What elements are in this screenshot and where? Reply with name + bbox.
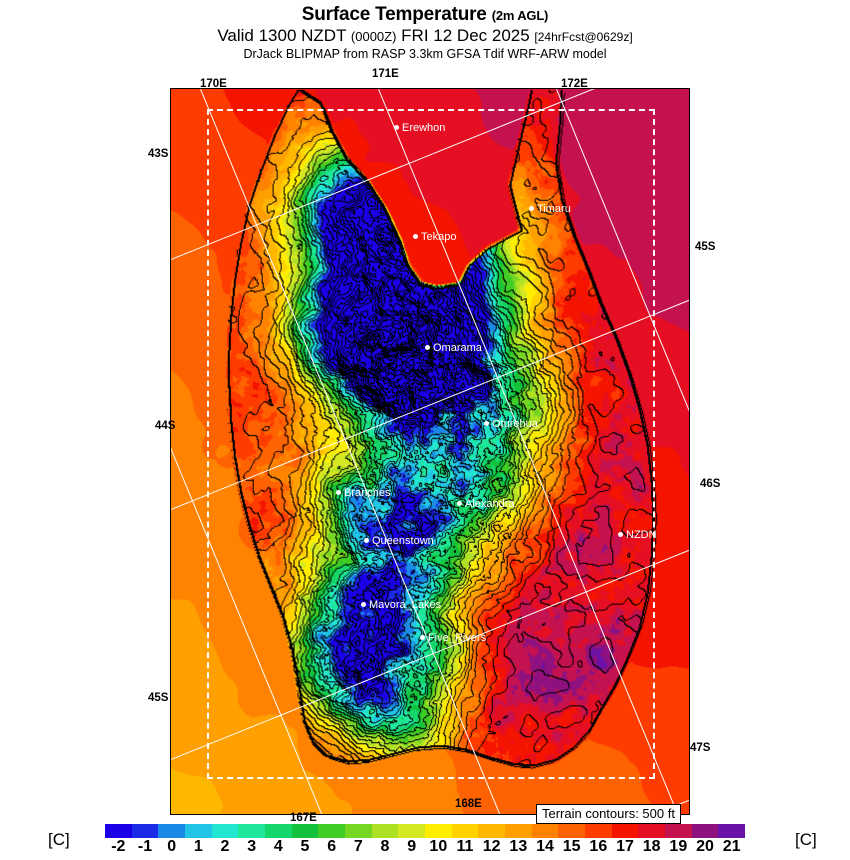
colorbar-swatch	[585, 824, 612, 838]
lat-tick-43s-left: 43S	[148, 148, 169, 160]
colorbar-swatch	[478, 824, 506, 838]
page-title-text: Surface Temperature	[301, 4, 487, 25]
page-title-suffix: (2m AGL)	[491, 8, 549, 23]
colorbar-tick-label: 8	[380, 838, 390, 855]
lat-tick-44s-left: 44S	[155, 420, 176, 432]
colorbar-row: [C] -2 -1 0 1 2 3 4 5 6 7 8 9 10 11 12 13 14 15 16 17 18 19 20…	[0, 822, 850, 860]
lon-tick-168e: 168E	[455, 798, 482, 810]
page-title: Surface Temperature (2m AGL)	[0, 4, 850, 26]
map-frame[interactable]: Erewhon Timaru Tekapo Omarama Oturehua Branch…	[170, 88, 690, 815]
colorbar-tick-label: 21	[722, 838, 741, 855]
colorbar-ticks: -2 -1 0 1 2 3 4 5 6 7 8 9 10 11 12 13 14 15 16 17 18 19 20 21	[105, 838, 745, 860]
colorbar-swatch	[265, 824, 292, 838]
colorbar-swatch	[691, 824, 719, 838]
lon-tick-171e: 171E	[372, 68, 399, 80]
colorbar-tick-label: 0	[167, 838, 177, 855]
terrain-contour-legend-text: Terrain contours: 500 ft	[542, 806, 675, 821]
lon-tick-170e: 170E	[200, 78, 227, 90]
colorbar-swatch	[371, 824, 399, 838]
colorbar-swatch	[531, 824, 559, 838]
colorbar-swatch	[291, 824, 319, 838]
colorbar-swatch	[211, 824, 239, 838]
colorbar-tick-label: 5	[300, 838, 310, 855]
colorbar-tick-label: 2	[220, 838, 230, 855]
colorbar-tick-label: 4	[273, 838, 283, 855]
plot-area: Erewhon Timaru Tekapo Omarama Oturehua Branch…	[0, 68, 850, 824]
header: Surface Temperature (2m AGL) Valid 1300 …	[0, 0, 850, 62]
colorbar-swatch	[185, 824, 212, 838]
colorbar-tick-label: 11	[456, 838, 474, 855]
valid-date: FRI 12 Dec 2025	[401, 26, 530, 45]
lon-tick-167e: 167E	[290, 812, 317, 824]
valid-time-local: Valid 1300 NZDT	[217, 26, 347, 45]
colorbar-swatch	[158, 824, 186, 838]
lat-tick-45s-left: 45S	[148, 692, 169, 704]
forecast-tag: [24hrFcst@0629z]	[534, 30, 633, 44]
valid-time-line: Valid 1300 NZDT (0000Z) FRI 12 Dec 2025 …	[0, 26, 850, 47]
colorbar-tick-label: 20	[696, 838, 714, 855]
colorbar-tick-label: 10	[429, 838, 448, 855]
colorbar-tick-label: 12	[482, 838, 501, 855]
colorbar-unit-left: [C]	[48, 830, 70, 849]
lat-tick-45s-right: 45S	[695, 241, 716, 253]
colorbar-tick-label: 1	[193, 838, 203, 855]
temperature-heatmap[interactable]	[171, 89, 689, 814]
colorbar-tick-label: 19	[669, 838, 688, 855]
lat-tick-46s-right: 46S	[700, 478, 721, 490]
colorbar-swatch	[238, 824, 266, 838]
colorbar-swatch	[398, 824, 426, 838]
colorbar-tick-label: 13	[509, 838, 528, 855]
lon-tick-172e: 172E	[561, 78, 588, 90]
colorbar-swatch	[318, 824, 346, 838]
colorbar-tick-label: 15	[562, 838, 581, 855]
colorbar-tick-label: 17	[616, 838, 634, 855]
colorbar-tick-label: 9	[407, 838, 417, 855]
colorbar[interactable]	[105, 824, 746, 838]
colorbar-swatch	[345, 824, 372, 838]
colorbar-tick-label: -2	[111, 838, 126, 855]
colorbar-tick-label: 3	[247, 838, 257, 855]
model-line: DrJack BLIPMAP from RASP 3.3km GFSA Tdif…	[243, 47, 607, 61]
colorbar-tick-label: -1	[137, 838, 153, 855]
colorbar-swatch	[131, 824, 159, 838]
colorbar-swatch	[505, 824, 532, 838]
colorbar-tick-label: 14	[536, 838, 554, 855]
colorbar-tick-label: 16	[589, 838, 608, 855]
colorbar-swatch	[105, 824, 132, 838]
colorbar-swatch	[665, 824, 692, 838]
colorbar-swatch	[611, 824, 639, 838]
terrain-contour-legend: Terrain contours: 500 ft	[536, 804, 681, 824]
colorbar-swatch	[451, 824, 479, 838]
colorbar-swatch	[425, 824, 452, 838]
colorbar-tick-label: 7	[353, 838, 363, 855]
valid-time-utc: (0000Z)	[350, 29, 397, 44]
colorbar-unit-right: [C]	[795, 830, 817, 849]
colorbar-swatch	[558, 824, 586, 838]
colorbar-swatch	[718, 824, 746, 838]
lat-tick-47s-right: 47S	[690, 742, 711, 754]
colorbar-swatch	[638, 824, 666, 838]
colorbar-tick-label: 18	[642, 838, 661, 855]
colorbar-tick-label: 6	[327, 838, 337, 855]
